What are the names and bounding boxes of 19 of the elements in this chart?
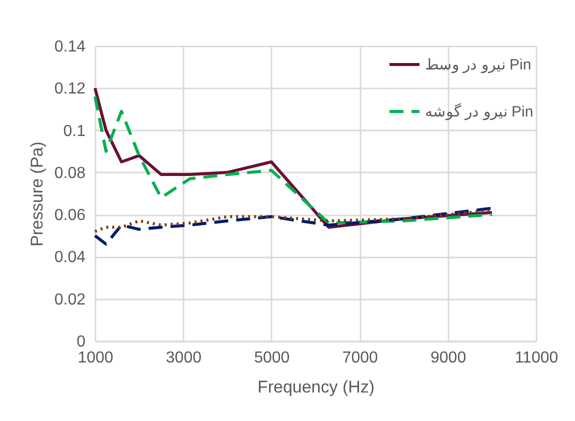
- x-tick-label: 7000: [342, 350, 378, 366]
- y-tick-label: 0: [76, 334, 86, 350]
- legend-label: نیرو در وسط Pin: [425, 56, 532, 74]
- y-tick-label: 0.12: [54, 80, 86, 98]
- y-tick-label: 0.08: [54, 164, 86, 182]
- y-tick-label: 0.04: [54, 249, 86, 266]
- y-tick-label: 0.1: [63, 122, 86, 140]
- x-tick-label: 1000: [78, 350, 114, 366]
- x-tick-label: 3000: [166, 350, 202, 366]
- y-tick-label: 0.14: [54, 38, 86, 56]
- y-axis-title: Pressure (Pa): [27, 142, 46, 246]
- x-axis-title: Frequency (Hz): [257, 378, 375, 396]
- x-tick-label: 9000: [430, 350, 466, 366]
- legend-label: نیرو در گوشه Pin: [425, 102, 534, 120]
- y-tick-label: 0.02: [54, 291, 86, 308]
- x-tick-label: 11000: [514, 350, 558, 366]
- line-series: [94, 206, 494, 246]
- y-tick-label: 0.06: [54, 207, 86, 224]
- x-tick-label: 5000: [254, 350, 290, 366]
